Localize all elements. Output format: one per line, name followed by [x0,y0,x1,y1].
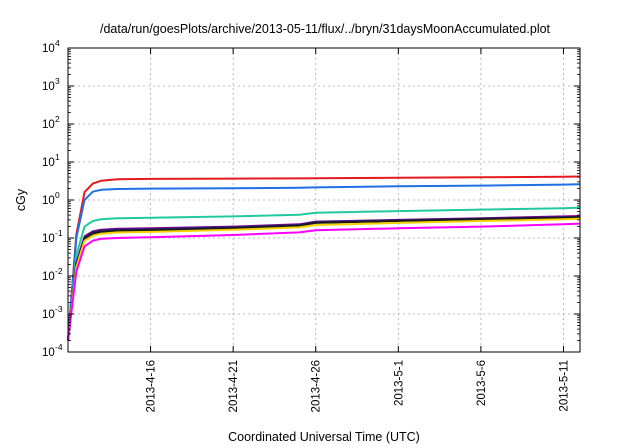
y-tick-base: 10 [42,347,55,359]
series-line-5 [67,215,581,341]
series-line-7 [67,217,581,341]
y-tick-exponent: 3 [55,76,60,86]
series-line-4 [67,215,581,341]
x-tick-label: 2013-5-1 [393,360,405,406]
y-tick-exponent: 2 [55,114,60,124]
x-axis-label: Coordinated Universal Time (UTC) [228,430,420,444]
series-layer [67,175,581,341]
series-line-2 [67,183,581,341]
series-line-1 [67,175,581,341]
y-tick-exponent: 0 [55,190,60,200]
x-tick-label: 2013-4-26 [311,360,323,412]
y-tick-exponent: -4 [55,342,63,352]
x-tick-labels: 2013-4-16 2013-4-21 2013-4-26 2013-5-1 2013-… [146,360,571,412]
y-tick-exponent: 1 [55,152,60,162]
chart-title: /data/run/goesPlots/archive/2013-05-11/f… [100,22,551,36]
y-tick-base: 10 [42,119,55,131]
y-tick-exponent: -3 [55,304,63,314]
y-tick-exponent: -2 [55,266,63,276]
y-tick-label: 10 -3 [42,304,63,321]
grid-layer [68,48,580,352]
series-line-3 [67,206,581,341]
y-tick-base: 10 [42,195,55,207]
y-tick-label: 10 -2 [42,266,63,283]
y-tick-label: 10 4 [42,38,60,55]
series-line-8 [67,222,581,341]
y-axis-label: cGy [14,188,28,211]
y-tick-base: 10 [42,43,55,55]
y-tick-base: 10 [42,271,55,283]
y-tick-label: 10 -4 [42,342,63,359]
y-tick-base: 10 [42,233,55,245]
x-tick-label: 2013-5-6 [476,360,488,406]
y-tick-label: 10 -1 [42,228,63,245]
tick-layer [68,47,580,353]
y-tick-exponent: 4 [55,38,60,48]
y-tick-label: 10 0 [42,190,60,207]
x-tick-label: 2013-5-11 [558,360,570,412]
series-line-6 [67,216,581,341]
y-tick-exponent: -1 [55,228,63,238]
y-tick-base: 10 [42,81,55,93]
y-tick-label: 10 1 [42,152,60,169]
y-tick-label: 10 3 [42,76,60,93]
x-tick-label: 2013-4-16 [146,360,158,412]
y-tick-base: 10 [42,309,55,321]
y-tick-label: 10 2 [42,114,60,131]
x-tick-label: 2013-4-21 [228,360,240,412]
y-tick-base: 10 [42,157,55,169]
